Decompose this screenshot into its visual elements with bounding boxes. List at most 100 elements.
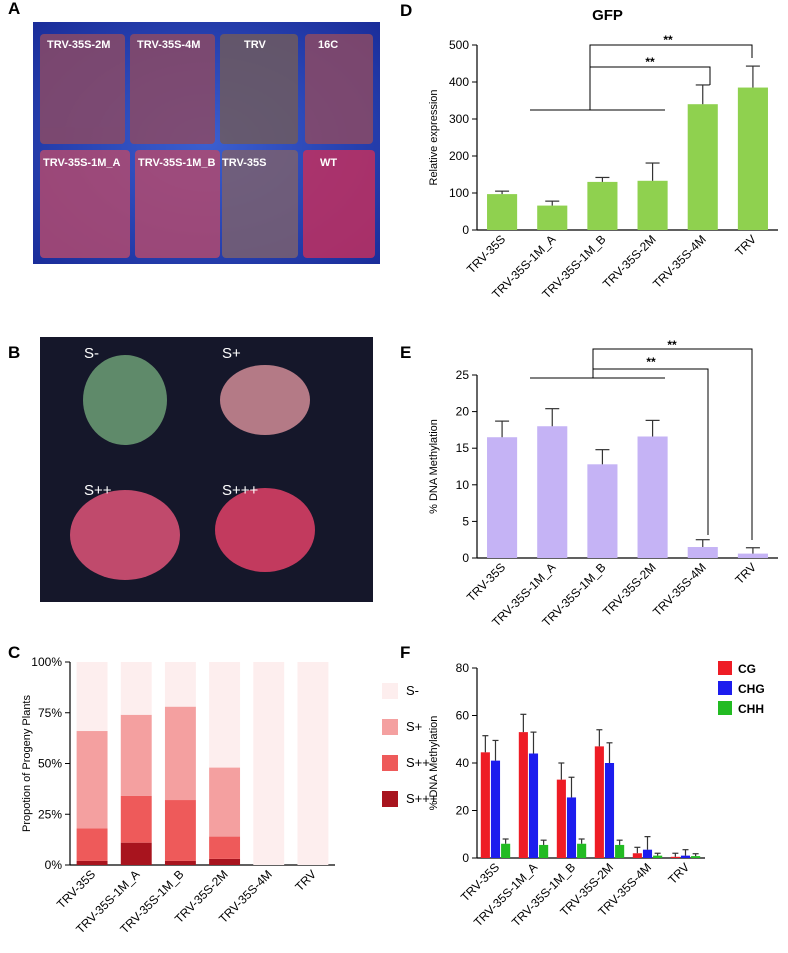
legend-label: S+++ — [406, 791, 437, 806]
y-tick-label: 15 — [456, 441, 470, 455]
legend-label: CHH — [738, 702, 764, 716]
bar — [604, 763, 615, 858]
bar — [480, 752, 490, 858]
error-bar — [606, 742, 613, 763]
error-bar — [520, 713, 527, 733]
y-axis-title: Propotion of Progeny Plants — [21, 695, 33, 832]
error-bar — [654, 852, 661, 856]
bar — [642, 849, 653, 858]
error-bar — [545, 408, 560, 427]
error-bar — [495, 190, 510, 195]
error-bar — [596, 729, 603, 747]
bar-segment — [76, 731, 108, 829]
legend-label: S+ — [406, 719, 422, 734]
significance — [530, 44, 753, 111]
y-tick-label: 0 — [462, 551, 469, 565]
error-bar — [540, 839, 547, 845]
bar — [556, 779, 566, 858]
x-tick-label: TRV — [732, 560, 759, 587]
legend-item: S+++ — [382, 791, 437, 807]
y-tick-label: 0 — [462, 851, 469, 865]
legend-swatch — [382, 719, 398, 735]
x-tick-label: TRV — [665, 860, 692, 887]
legend-swatch — [718, 681, 732, 695]
panel-label: F — [400, 643, 410, 662]
bar — [487, 437, 518, 558]
legend-item: S- — [382, 683, 419, 699]
y-tick-label: 100 — [449, 186, 469, 200]
bar-segment — [209, 858, 241, 865]
legend-item: S++ — [382, 755, 430, 771]
y-tick-label: 400 — [449, 75, 469, 89]
legend-item: CHG — [718, 681, 765, 696]
y-tick-label: 500 — [449, 38, 469, 52]
legend-swatch — [382, 791, 398, 807]
legend-swatch — [382, 683, 398, 699]
y-axis-title: % DNA Methylation — [428, 419, 440, 514]
y-tick-label: 75% — [38, 706, 62, 720]
significance-label: ** — [645, 55, 655, 69]
legend-label: S++ — [406, 755, 430, 770]
y-tick-label: 300 — [449, 112, 469, 126]
panel-label: E — [400, 343, 411, 362]
bar-segment — [120, 842, 152, 865]
x-tick-label: TRV — [732, 232, 759, 259]
error-bar — [645, 419, 660, 437]
bar — [680, 855, 691, 858]
bar — [670, 856, 680, 858]
error-bar — [495, 420, 510, 438]
legend-swatch — [718, 701, 732, 715]
legend-swatch — [382, 755, 398, 771]
error-bar — [558, 762, 565, 780]
y-tick-label: 200 — [449, 149, 469, 163]
bar — [587, 464, 618, 558]
error-bar — [645, 162, 660, 181]
y-tick-label: 0% — [45, 858, 63, 872]
x-tick-label: TRV-35S — [54, 867, 98, 911]
error-bar — [568, 776, 575, 798]
photo-label: TRV-35S-1M_A — [43, 157, 120, 169]
y-tick-label: 50% — [38, 757, 62, 771]
bar — [539, 844, 549, 858]
error-bar — [530, 731, 537, 754]
x-tick-label: TRV-35S — [464, 232, 508, 276]
y-tick-label: 100% — [31, 655, 62, 669]
bar-segment — [164, 662, 196, 707]
x-tick-label: TRV — [292, 867, 319, 894]
error-bar — [578, 838, 585, 844]
bar — [528, 753, 539, 858]
bar-segment — [76, 662, 108, 732]
legend-label: S- — [406, 683, 419, 698]
error-bar — [545, 200, 560, 206]
legend-item: CHH — [718, 701, 764, 716]
error-bar — [482, 735, 489, 753]
legend-item: S+ — [382, 719, 422, 735]
legend-label: CHG — [738, 682, 765, 696]
photo-label: TRV-35S — [222, 157, 266, 169]
bar-segment — [164, 860, 196, 865]
bar-segment — [120, 795, 152, 843]
bar — [615, 844, 625, 858]
error-bar — [634, 846, 641, 854]
y-axis-title: Relative expression — [428, 90, 440, 186]
bar — [637, 180, 668, 230]
error-bar — [682, 849, 689, 856]
photo-label: TRV — [244, 39, 266, 51]
bar — [518, 732, 528, 858]
panel-label: C — [8, 643, 20, 662]
bar-segment — [253, 662, 285, 865]
bar — [653, 855, 663, 858]
photo-label: S- — [84, 345, 99, 362]
y-tick-label: 25 — [456, 368, 470, 382]
y-tick-label: 40 — [456, 756, 470, 770]
bar — [632, 853, 642, 858]
x-tick-label: TRV-35S-4M — [650, 232, 709, 291]
y-tick-label: 25% — [38, 807, 62, 821]
photo-label: S+ — [222, 345, 241, 362]
bar-segment — [209, 662, 241, 768]
bar — [537, 205, 568, 230]
error-bar — [672, 852, 679, 857]
error-bar — [745, 547, 760, 554]
bracket — [592, 368, 709, 535]
